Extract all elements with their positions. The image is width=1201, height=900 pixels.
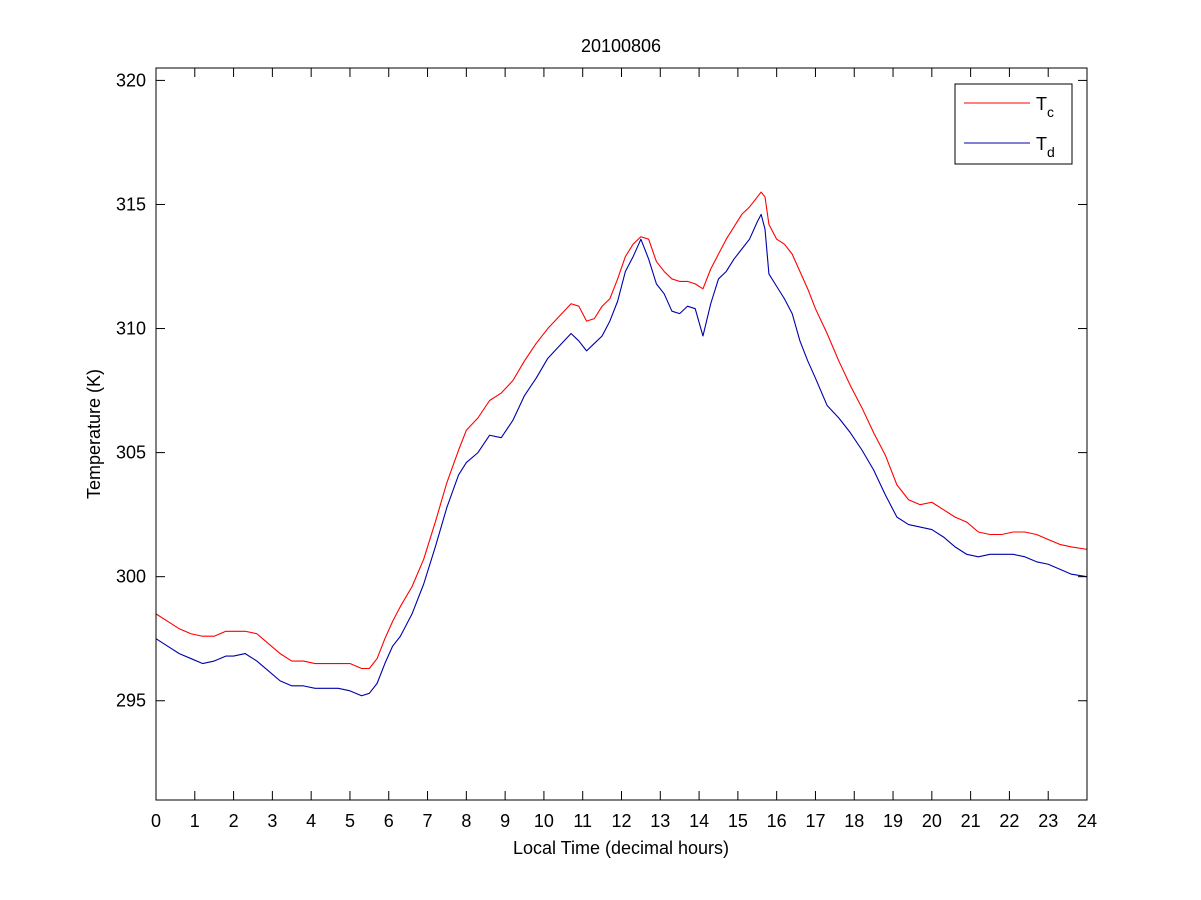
x-tick-label: 2	[229, 811, 239, 831]
legend-box	[954, 83, 1073, 165]
x-tick-label: 18	[844, 811, 864, 831]
chart-title: 20100806	[581, 36, 661, 56]
x-tick-label: 20	[922, 811, 942, 831]
y-axis-label: Temperature (K)	[84, 369, 104, 499]
series-layer	[155, 191, 1088, 697]
legend: Tc Td	[954, 83, 1073, 165]
x-axis: 0 1 2 3 4 5 6 7 8 9 10 11 12 13 14 15 16 17 18 19 20 21 22 23 24	[151, 68, 1097, 831]
y-tick-label: 295	[116, 691, 146, 711]
y-tick-label: 320	[116, 70, 146, 90]
series-line-td	[155, 213, 1088, 697]
x-tick-label: 11	[573, 811, 592, 831]
y-tick-label: 300	[116, 567, 146, 587]
x-tick-label: 4	[306, 811, 316, 831]
x-tick-label: 9	[500, 811, 510, 831]
y-axis: 295 300 305 310 315 320	[116, 70, 1087, 711]
x-tick-label: 16	[767, 811, 787, 831]
x-tick-label: 12	[611, 811, 631, 831]
x-tick-label: 14	[689, 811, 709, 831]
legend-label-tc: Tc	[1036, 94, 1054, 120]
legend-label-td: Td	[1036, 134, 1055, 160]
x-tick-label: 15	[728, 811, 748, 831]
x-tick-label: 6	[384, 811, 394, 831]
series-line-tc	[155, 191, 1088, 670]
y-tick-label: 310	[116, 319, 146, 339]
x-tick-label: 22	[999, 811, 1019, 831]
x-tick-label: 7	[423, 811, 433, 831]
x-tick-label: 1	[190, 811, 200, 831]
y-tick-label: 305	[116, 443, 146, 463]
x-tick-label: 24	[1077, 811, 1097, 831]
x-tick-label: 21	[961, 811, 981, 831]
x-tick-label: 0	[151, 811, 161, 831]
x-tick-label: 17	[805, 811, 825, 831]
x-tick-label: 13	[650, 811, 670, 831]
x-tick-label: 3	[267, 811, 277, 831]
y-tick-label: 315	[116, 194, 146, 214]
x-tick-label: 19	[883, 811, 903, 831]
x-tick-label: 8	[461, 811, 471, 831]
plot-area	[156, 68, 1087, 800]
x-tick-label: 10	[534, 811, 554, 831]
x-tick-label: 5	[345, 811, 355, 831]
x-tick-label: 23	[1038, 811, 1058, 831]
x-axis-label: Local Time (decimal hours)	[513, 838, 729, 858]
